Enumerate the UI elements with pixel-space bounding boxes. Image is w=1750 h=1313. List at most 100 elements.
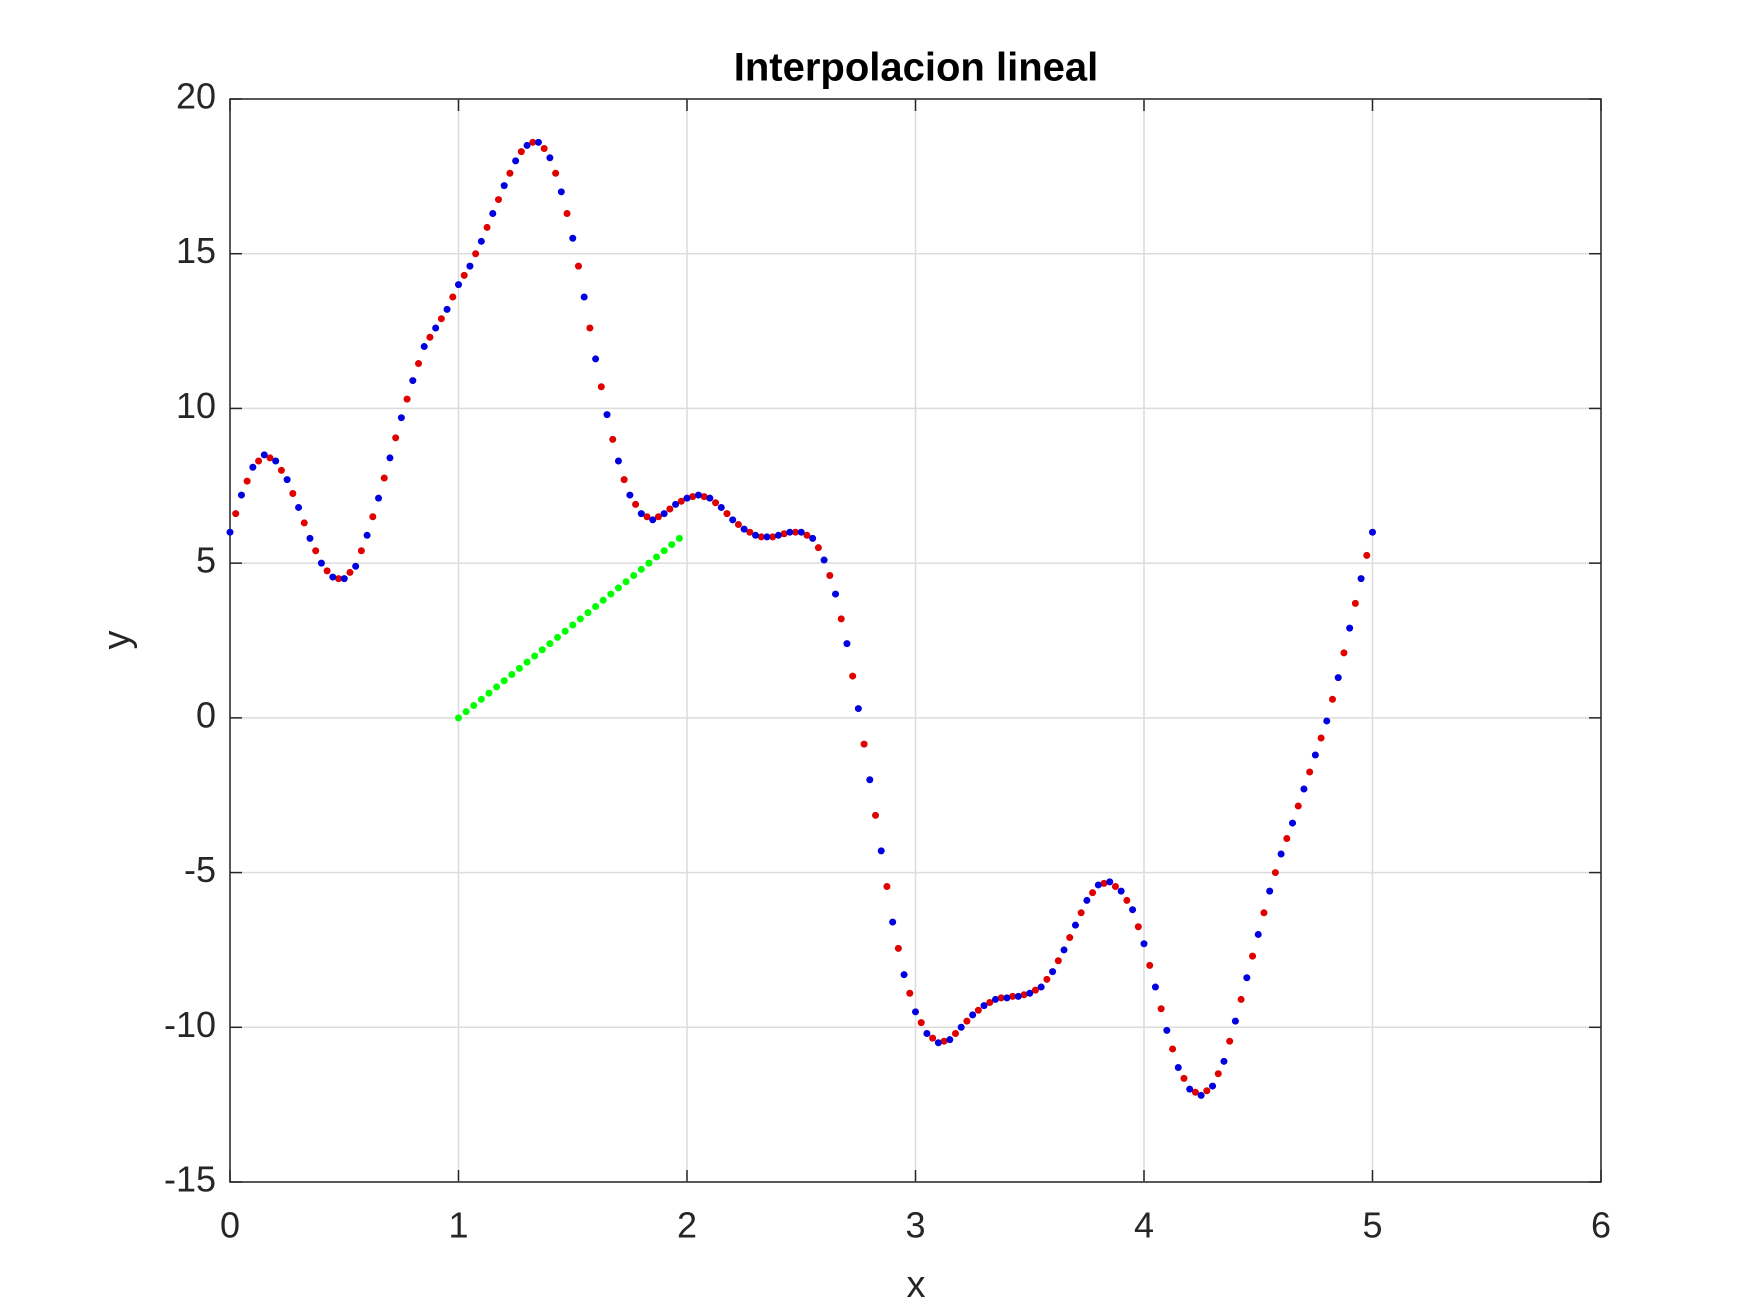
point xyxy=(466,262,474,270)
point xyxy=(752,531,760,539)
point xyxy=(946,1036,954,1044)
point xyxy=(1089,889,1097,897)
point xyxy=(986,999,994,1007)
y-tick-label: -15 xyxy=(164,1159,216,1200)
point xyxy=(609,435,617,443)
point xyxy=(1191,1088,1199,1096)
point xyxy=(546,154,554,162)
point xyxy=(574,262,582,270)
point xyxy=(1283,835,1291,843)
point xyxy=(1003,994,1011,1002)
point xyxy=(1174,1064,1182,1072)
point xyxy=(826,572,834,580)
point xyxy=(963,1017,971,1025)
point xyxy=(843,640,851,648)
point xyxy=(1094,881,1102,889)
point xyxy=(607,590,615,598)
point xyxy=(814,544,822,552)
point xyxy=(668,541,676,549)
point xyxy=(540,145,548,153)
point xyxy=(660,510,668,518)
point xyxy=(1169,1045,1177,1053)
point xyxy=(569,621,577,629)
point xyxy=(630,572,638,580)
point xyxy=(626,491,634,499)
point xyxy=(1306,768,1314,776)
point xyxy=(1289,819,1297,827)
point xyxy=(1026,989,1034,997)
point xyxy=(1363,551,1371,559)
point xyxy=(1009,992,1017,1000)
point xyxy=(1323,717,1331,725)
point xyxy=(603,411,611,419)
point xyxy=(974,1006,982,1014)
point xyxy=(729,516,737,524)
point xyxy=(614,457,622,465)
point xyxy=(866,776,874,784)
point xyxy=(397,414,405,422)
point xyxy=(266,454,274,462)
point xyxy=(1277,850,1285,858)
point xyxy=(614,584,622,592)
x-tick-label: 3 xyxy=(905,1205,925,1246)
point xyxy=(255,457,263,465)
point xyxy=(746,528,754,536)
point xyxy=(584,609,592,617)
point xyxy=(666,505,674,513)
point xyxy=(1180,1074,1188,1082)
chart-title: Interpolacion lineal xyxy=(734,46,1099,90)
point xyxy=(455,714,462,722)
point xyxy=(1129,906,1137,914)
point xyxy=(554,633,562,641)
point xyxy=(386,454,394,462)
point xyxy=(455,281,462,289)
point xyxy=(432,324,440,332)
point xyxy=(529,138,537,146)
point xyxy=(1049,968,1057,976)
point xyxy=(500,677,508,685)
point xyxy=(1123,896,1131,904)
point xyxy=(683,494,691,502)
point xyxy=(877,847,885,855)
point xyxy=(249,463,257,471)
point xyxy=(531,652,539,660)
point xyxy=(1117,887,1125,895)
point xyxy=(620,476,628,484)
point xyxy=(872,811,880,819)
point xyxy=(1266,887,1274,895)
point xyxy=(232,510,240,518)
point xyxy=(375,494,383,502)
point xyxy=(1317,734,1325,742)
point xyxy=(1043,975,1051,983)
x-tick-label: 2 xyxy=(677,1205,697,1246)
point xyxy=(740,525,748,533)
point xyxy=(340,575,348,583)
x-tick-label: 5 xyxy=(1362,1205,1382,1246)
point xyxy=(1066,934,1074,942)
point xyxy=(1346,624,1354,632)
point xyxy=(622,578,630,586)
y-tick-label: 15 xyxy=(176,230,216,271)
point xyxy=(1311,751,1319,759)
point xyxy=(700,493,708,501)
point xyxy=(654,513,662,521)
point xyxy=(1209,1082,1217,1090)
point xyxy=(1271,869,1279,877)
point xyxy=(912,1008,919,1016)
point xyxy=(637,510,645,518)
point xyxy=(494,196,502,204)
point xyxy=(483,223,491,231)
point xyxy=(1294,802,1302,810)
point xyxy=(538,646,546,654)
point xyxy=(849,672,857,680)
point xyxy=(306,534,314,542)
point xyxy=(1231,1017,1239,1025)
point xyxy=(1157,1005,1165,1013)
point xyxy=(346,568,354,576)
point xyxy=(1163,1026,1171,1034)
point xyxy=(449,293,457,301)
point xyxy=(592,355,600,363)
point xyxy=(569,234,577,242)
point xyxy=(552,169,560,177)
point xyxy=(689,493,697,501)
